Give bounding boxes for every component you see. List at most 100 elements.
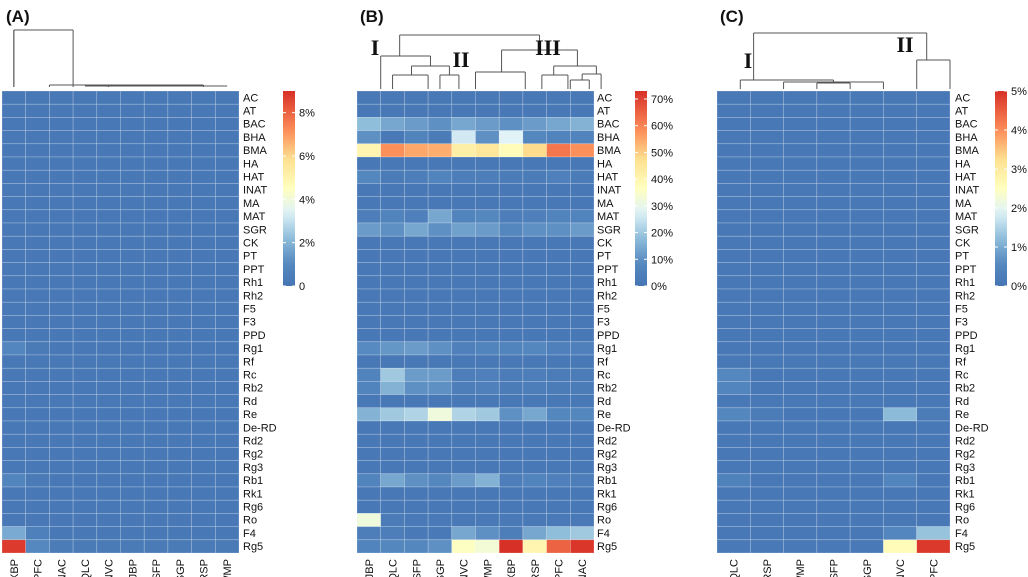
heatmap-cell xyxy=(546,367,571,382)
heatmap-cell xyxy=(849,183,884,197)
heatmap-cell xyxy=(49,235,74,250)
heatmap-cell xyxy=(916,539,951,554)
row-label: Rk1 xyxy=(597,488,617,500)
heatmap-cell xyxy=(96,460,121,475)
row-label: AT xyxy=(955,105,969,117)
heatmap-cell xyxy=(522,499,547,514)
row-label: PT xyxy=(597,251,611,263)
panel-label: (A) xyxy=(6,7,30,26)
heatmap-cell xyxy=(215,499,240,514)
heatmap-cell xyxy=(716,526,751,541)
column-label: JBP xyxy=(364,559,376,577)
heatmap-cell xyxy=(404,235,429,250)
heatmap-cell xyxy=(475,473,500,488)
heatmap-cell xyxy=(749,513,784,527)
heatmap-cell xyxy=(191,407,216,422)
row-label: Rg3 xyxy=(243,462,263,474)
heatmap-cell xyxy=(96,183,121,197)
heatmap-cell xyxy=(451,526,476,541)
column-label: XBP xyxy=(506,559,518,577)
heatmap-cell xyxy=(816,249,851,263)
heatmap-cell xyxy=(849,169,884,184)
heatmap-cell xyxy=(72,275,98,290)
heatmap-cell xyxy=(120,315,145,329)
heatmap-cell xyxy=(883,407,918,422)
heatmap-cell xyxy=(569,169,595,184)
heatmap-cell xyxy=(783,341,818,356)
heatmap-cell xyxy=(215,196,240,211)
heatmap-cell xyxy=(716,90,751,105)
heatmap-cell xyxy=(916,183,951,197)
heatmap-cell xyxy=(1,354,27,369)
heatmap-cell xyxy=(816,499,851,514)
heatmap-cell xyxy=(191,117,216,131)
heatmap-cell xyxy=(191,209,216,224)
heatmap-cell xyxy=(72,539,98,554)
heatmap-cell xyxy=(120,433,145,448)
row-label: Rg3 xyxy=(955,462,975,474)
row-label: BAC xyxy=(955,119,978,131)
heatmap-cell xyxy=(191,486,216,501)
heatmap-cell xyxy=(498,209,524,224)
row-label: F3 xyxy=(955,317,968,329)
heatmap-cell xyxy=(451,433,476,448)
heatmap-cell xyxy=(191,275,216,290)
heatmap-cell xyxy=(191,183,216,197)
heatmap-cell xyxy=(749,222,784,237)
heatmap-cell xyxy=(1,130,27,145)
row-label: HAT xyxy=(955,171,976,183)
row-label: Rc xyxy=(597,369,611,381)
heatmap-cell xyxy=(783,513,818,527)
heatmap-cell xyxy=(522,513,547,527)
heatmap-cell xyxy=(25,433,50,448)
heatmap-cell xyxy=(356,209,382,224)
heatmap-cell xyxy=(72,328,98,343)
heatmap-cell xyxy=(475,301,500,316)
heatmap-cell xyxy=(404,103,429,118)
heatmap-cell xyxy=(1,420,27,435)
heatmap-cell xyxy=(25,460,50,475)
heatmap-cell xyxy=(25,262,50,277)
heatmap-cell xyxy=(356,539,382,554)
heatmap-cell xyxy=(404,473,429,488)
heatmap-cell xyxy=(356,473,382,488)
heatmap-cell xyxy=(498,130,524,145)
heatmap-cell xyxy=(72,513,98,527)
heatmap-cell xyxy=(546,526,571,541)
row-label: F5 xyxy=(955,303,968,315)
heatmap-cell xyxy=(816,433,851,448)
heatmap-cell xyxy=(816,130,851,145)
heatmap-cell xyxy=(475,275,500,290)
heatmap-cell xyxy=(546,447,571,461)
row-label: AC xyxy=(597,92,612,104)
heatmap-cell xyxy=(427,539,453,554)
heatmap-cell xyxy=(25,341,50,356)
row-label: Rd2 xyxy=(955,435,975,447)
heatmap-cell xyxy=(167,130,192,145)
heatmap-cell xyxy=(849,394,884,409)
heatmap-cell xyxy=(849,473,884,488)
heatmap-cell xyxy=(569,367,595,382)
heatmap-cell xyxy=(546,196,571,211)
heatmap-cell xyxy=(783,526,818,541)
heatmap-cell xyxy=(191,447,216,461)
heatmap-cell xyxy=(716,513,751,527)
heatmap-cell xyxy=(191,381,216,395)
heatmap-cell xyxy=(546,130,571,145)
heatmap-cell xyxy=(816,90,851,105)
row-label: BHA xyxy=(597,132,620,144)
heatmap-cell xyxy=(883,130,918,145)
heatmap-cell xyxy=(849,288,884,303)
heatmap-cell xyxy=(96,315,121,329)
row-label: Ro xyxy=(243,515,257,527)
heatmap-cell xyxy=(120,103,145,118)
heatmap-cell xyxy=(498,103,524,118)
heatmap-cell xyxy=(451,249,476,263)
heatmap-cell xyxy=(120,235,145,250)
heatmap-cell xyxy=(569,354,595,369)
heatmap-cell xyxy=(883,156,918,171)
heatmap-cell xyxy=(916,513,951,527)
row-label: F4 xyxy=(597,528,610,540)
cluster-label: I xyxy=(371,35,380,60)
